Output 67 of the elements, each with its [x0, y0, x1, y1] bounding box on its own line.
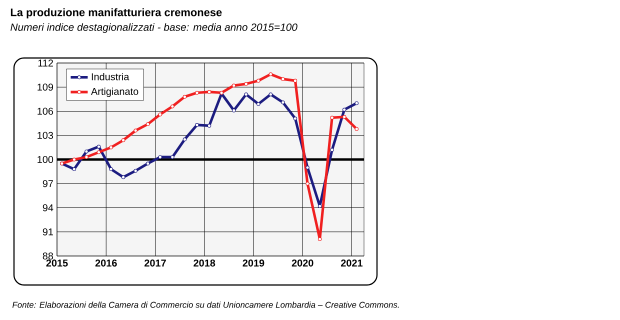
point [170, 104, 174, 108]
point [281, 100, 285, 104]
point [195, 123, 199, 127]
point [109, 167, 113, 172]
point [330, 116, 334, 120]
y-tick-label: 91 [42, 228, 53, 236]
legend-label: Artigianato [91, 88, 138, 97]
point [354, 127, 359, 131]
point [256, 78, 260, 83]
point [182, 138, 187, 142]
point [306, 166, 310, 170]
point [354, 101, 359, 106]
y-tick-label: 97 [42, 180, 53, 188]
point [318, 204, 322, 208]
source-note: Fonte: Elaborazioni della Camera di Commercio su dati Unioncamere Lombardia – Creative Commons. [12, 302, 399, 308]
y-tick-label: 103 [38, 132, 54, 139]
x-tick-label: 2018 [194, 260, 216, 267]
point [268, 92, 273, 96]
point [134, 168, 138, 173]
point [232, 84, 236, 88]
point [72, 158, 76, 162]
point [158, 155, 162, 159]
x-tick-label: 2016 [95, 260, 117, 267]
y-tick-label: 109 [38, 84, 54, 91]
point [256, 102, 260, 106]
y-tick-label: 106 [38, 108, 54, 115]
point [342, 108, 346, 112]
point [207, 90, 212, 94]
point [318, 237, 322, 242]
y-tick-label: 88 [42, 252, 54, 260]
point [281, 77, 285, 81]
point [84, 150, 88, 154]
point [121, 138, 126, 142]
point [330, 148, 334, 152]
x-tick-label: 2020 [292, 260, 314, 267]
x-tick-label: 2017 [144, 260, 166, 267]
x-tick-label: 2015 [46, 260, 68, 267]
chart-subtitle: Numeri indice destagionalizzati - base: media anno 2015=100 [10, 23, 298, 33]
y-tick-label: 94 [42, 204, 54, 212]
chart-title: La produzione manifatturiera cremonese [10, 8, 222, 18]
point [134, 128, 138, 132]
point [72, 167, 76, 172]
x-tick-label: 2019 [242, 260, 264, 267]
point [293, 116, 298, 120]
point [268, 72, 273, 76]
point [244, 82, 248, 86]
point [96, 144, 101, 149]
point [306, 182, 310, 186]
point [96, 150, 101, 154]
point [182, 94, 187, 99]
point [121, 175, 126, 180]
legend-label: Industria [92, 72, 130, 80]
point [158, 112, 162, 116]
point [293, 78, 298, 83]
point [207, 124, 212, 128]
point [146, 162, 150, 166]
point [342, 114, 346, 119]
point [195, 90, 199, 95]
x-tick-label: 2021 [340, 260, 363, 267]
point [109, 146, 113, 150]
point [146, 122, 150, 126]
point [244, 92, 248, 96]
y-tick-label: 112 [38, 60, 53, 66]
point [84, 155, 88, 159]
point [170, 155, 174, 159]
y-tick-label: 100 [38, 156, 54, 164]
point [232, 108, 236, 112]
